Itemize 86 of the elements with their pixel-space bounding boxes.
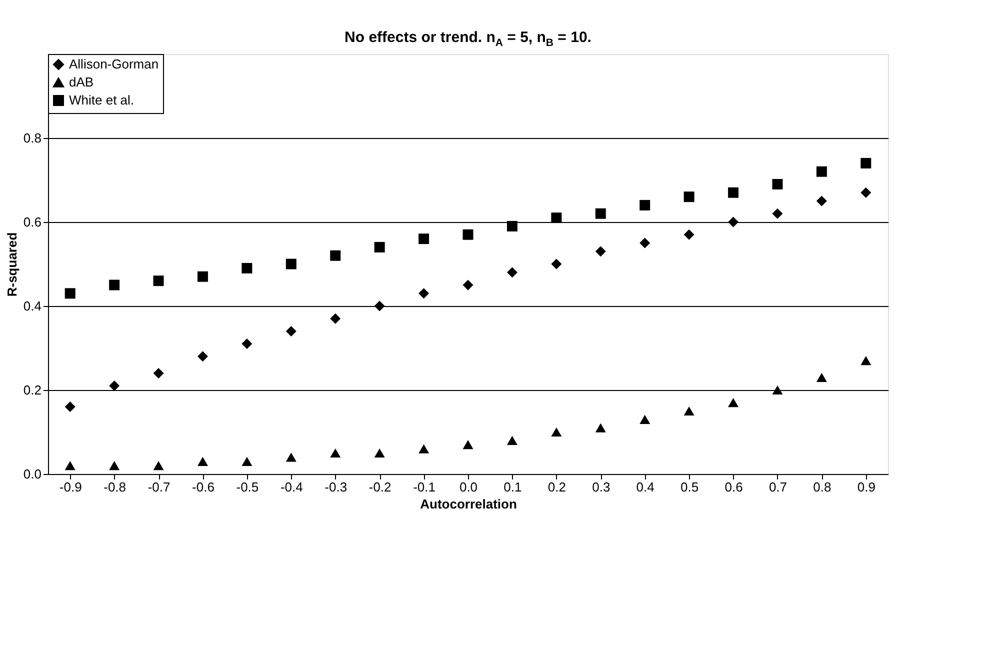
x-tick-label: 0.5: [680, 480, 699, 494]
point: [595, 208, 606, 219]
point: [816, 196, 827, 206]
legend-label: White et al.: [69, 92, 134, 108]
point: [684, 192, 694, 202]
point: [374, 300, 385, 312]
point: [242, 262, 252, 274]
y-tick-label: 0.6: [23, 214, 42, 230]
point: [860, 187, 872, 198]
x-tick-label: 0.0: [459, 480, 478, 494]
point: [153, 276, 164, 286]
point: [506, 220, 518, 232]
x-tick-label: -0.8: [104, 480, 126, 494]
point: [816, 166, 827, 177]
point: [506, 436, 518, 445]
x-tick-label: 0.1: [504, 480, 522, 494]
point: [551, 427, 562, 437]
point: [64, 402, 76, 412]
point: [153, 368, 164, 378]
point: [418, 288, 430, 299]
x-axis-title: Autocorrelation: [420, 496, 517, 512]
x-tick-label: 0.4: [636, 480, 654, 494]
x-tick-label: 0.7: [768, 480, 788, 494]
point: [109, 280, 120, 290]
point: [462, 229, 474, 240]
point: [462, 440, 474, 450]
point: [64, 288, 76, 299]
point: [640, 200, 650, 210]
point: [64, 461, 76, 470]
x-tick-label: 0.6: [724, 480, 743, 494]
point: [506, 267, 518, 278]
y-axis-title: R-squared: [4, 232, 20, 297]
legend-label: Allison-Gorman: [69, 56, 159, 72]
point: [728, 187, 739, 198]
point: [330, 250, 341, 261]
point: [640, 238, 650, 248]
point: [374, 242, 385, 252]
point: [242, 338, 252, 350]
x-tick-label: -0.7: [148, 480, 170, 494]
point: [551, 258, 562, 270]
x-tick-label: -0.6: [192, 480, 214, 494]
x-tick-label: -0.9: [59, 480, 82, 494]
point: [109, 380, 120, 392]
y-tick-label: 0.2: [23, 382, 42, 398]
point: [728, 216, 739, 228]
point: [153, 461, 164, 470]
legend-label: dAB: [69, 74, 94, 90]
point: [197, 456, 208, 466]
point: [772, 178, 783, 190]
point: [684, 229, 694, 240]
x-tick-label: -0.3: [324, 480, 348, 494]
x-tick-label: 0.2: [548, 480, 566, 494]
point: [551, 212, 562, 224]
point: [595, 423, 606, 432]
x-tick-label: -0.5: [236, 480, 259, 494]
y-tick-label: 0.0: [23, 466, 42, 482]
point: [772, 385, 783, 395]
y-tick-label: 0.4: [23, 298, 42, 314]
point: [860, 158, 872, 168]
point: [418, 444, 430, 454]
point: [816, 372, 827, 382]
x-tick-label: -0.4: [280, 480, 303, 494]
point: [330, 448, 341, 458]
point: [728, 398, 739, 408]
point: [772, 208, 783, 219]
point: [286, 326, 296, 336]
x-tick-label: -0.2: [368, 480, 392, 494]
point: [418, 234, 430, 244]
point: [109, 461, 120, 470]
y-tick-label: 0.8: [23, 130, 42, 146]
point: [197, 351, 208, 362]
point: [242, 456, 252, 466]
point: [860, 356, 872, 366]
point: [286, 452, 296, 462]
point: [330, 313, 341, 324]
point: [286, 258, 296, 270]
x-tick-label: 0.3: [592, 480, 610, 494]
x-tick-label: -0.1: [413, 480, 436, 494]
point: [374, 448, 385, 458]
point: [197, 271, 208, 282]
point: [640, 414, 650, 424]
x-tick-label: 0.8: [813, 480, 832, 494]
point: [462, 280, 474, 290]
x-tick-label: 0.9: [857, 480, 876, 494]
point: [595, 246, 606, 257]
point: [684, 406, 694, 416]
